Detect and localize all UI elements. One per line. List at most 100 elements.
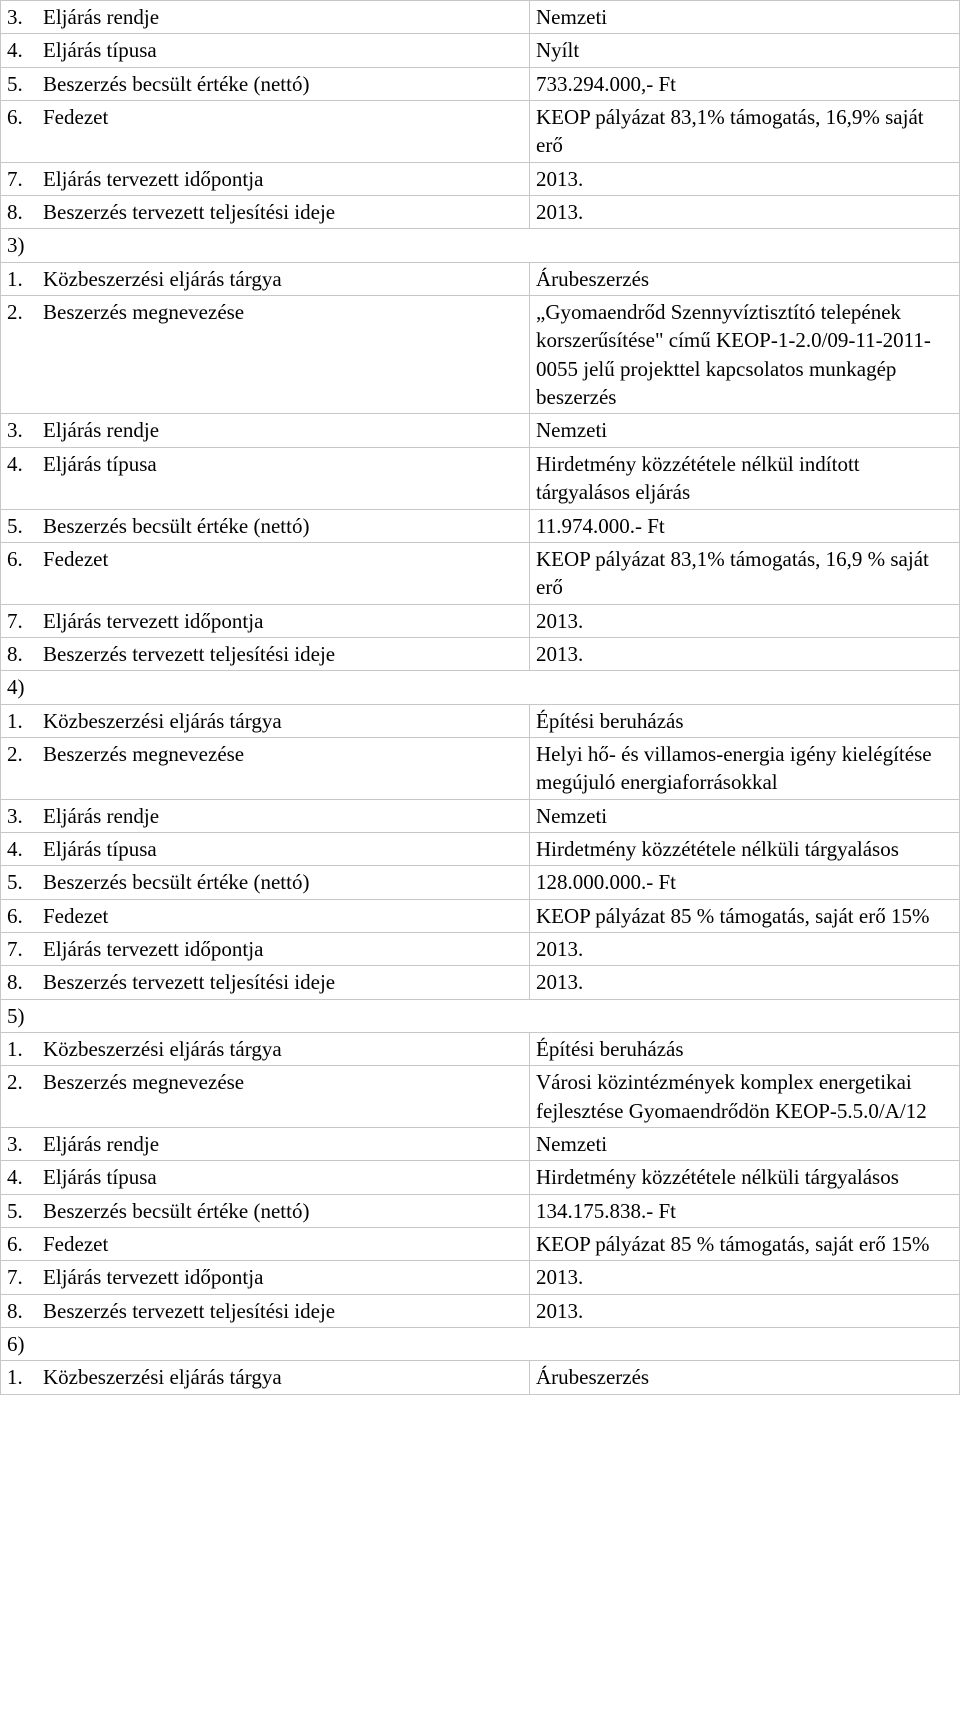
row-label: Fedezet bbox=[43, 101, 530, 163]
table-row: 2.Beszerzés megnevezéseVárosi közintézmé… bbox=[1, 1066, 960, 1128]
row-value: 2013. bbox=[530, 162, 960, 195]
row-label: Fedezet bbox=[43, 1228, 530, 1261]
row-value: 2013. bbox=[530, 966, 960, 999]
row-label: Beszerzés megnevezése bbox=[43, 737, 530, 799]
row-label: Beszerzés tervezett teljesítési ideje bbox=[43, 1294, 530, 1327]
row-value: KEOP pályázat 85 % támogatás, saját erő … bbox=[530, 899, 960, 932]
row-number: 3. bbox=[1, 1128, 44, 1161]
row-number: 3. bbox=[1, 1, 44, 34]
row-value: Nemzeti bbox=[530, 1128, 960, 1161]
section-header: 4) bbox=[1, 671, 960, 704]
row-label: Beszerzés becsült értéke (nettó) bbox=[43, 67, 530, 100]
table-row: 1.Közbeszerzési eljárás tárgyaÉpítési be… bbox=[1, 704, 960, 737]
row-value: 134.175.838.- Ft bbox=[530, 1194, 960, 1227]
table-row: 7.Eljárás tervezett időpontja2013. bbox=[1, 604, 960, 637]
row-value: Városi közintézmények komplex energetika… bbox=[530, 1066, 960, 1128]
row-value: Hirdetmény közzététele nélkül indított t… bbox=[530, 447, 960, 509]
row-label: Eljárás típusa bbox=[43, 34, 530, 67]
row-label: Beszerzés megnevezése bbox=[43, 296, 530, 414]
row-value: Nemzeti bbox=[530, 414, 960, 447]
table-row: 3.Eljárás rendjeNemzeti bbox=[1, 799, 960, 832]
table-row: 5.Beszerzés becsült értéke (nettó)11.974… bbox=[1, 509, 960, 542]
row-value: Építési beruházás bbox=[530, 1033, 960, 1066]
table-row: 4.Eljárás típusaHirdetmény közzététele n… bbox=[1, 832, 960, 865]
row-value: KEOP pályázat 83,1% támogatás, 16,9 % sa… bbox=[530, 542, 960, 604]
table-row: 3.Eljárás rendjeNemzeti bbox=[1, 1128, 960, 1161]
row-number: 8. bbox=[1, 637, 44, 670]
row-label: Közbeszerzési eljárás tárgya bbox=[43, 1361, 530, 1394]
row-label: Közbeszerzési eljárás tárgya bbox=[43, 1033, 530, 1066]
row-value: „Gyomaendrőd Szennyvíztisztító telepének… bbox=[530, 296, 960, 414]
row-value: 2013. bbox=[530, 196, 960, 229]
row-value: KEOP pályázat 83,1% támogatás, 16,9% saj… bbox=[530, 101, 960, 163]
row-number: 6. bbox=[1, 101, 44, 163]
row-number: 6. bbox=[1, 899, 44, 932]
table-row: 6.FedezetKEOP pályázat 83,1% támogatás, … bbox=[1, 542, 960, 604]
row-number: 7. bbox=[1, 932, 44, 965]
row-value: Helyi hő- és villamos-energia igény kiel… bbox=[530, 737, 960, 799]
table-row: 6.FedezetKEOP pályázat 85 % támogatás, s… bbox=[1, 899, 960, 932]
table-row: 2.Beszerzés megnevezéseHelyi hő- és vill… bbox=[1, 737, 960, 799]
row-value: Árubeszerzés bbox=[530, 262, 960, 295]
table-row: 8.Beszerzés tervezett teljesítési ideje2… bbox=[1, 1294, 960, 1327]
table-row: 6.FedezetKEOP pályázat 85 % támogatás, s… bbox=[1, 1228, 960, 1261]
row-value: Építési beruházás bbox=[530, 704, 960, 737]
section-header: 3) bbox=[1, 229, 960, 262]
row-number: 2. bbox=[1, 296, 44, 414]
row-value: Hirdetmény közzététele nélküli tárgyalás… bbox=[530, 1161, 960, 1194]
row-number: 4. bbox=[1, 832, 44, 865]
row-label: Közbeszerzési eljárás tárgya bbox=[43, 262, 530, 295]
row-label: Beszerzés becsült értéke (nettó) bbox=[43, 509, 530, 542]
section-header: 6) bbox=[1, 1328, 960, 1361]
row-label: Eljárás rendje bbox=[43, 414, 530, 447]
row-label: Beszerzés megnevezése bbox=[43, 1066, 530, 1128]
row-label: Eljárás típusa bbox=[43, 1161, 530, 1194]
row-value: KEOP pályázat 85 % támogatás, saját erő … bbox=[530, 1228, 960, 1261]
table-row: 4.Eljárás típusaHirdetmény közzététele n… bbox=[1, 1161, 960, 1194]
table-row: 7.Eljárás tervezett időpontja2013. bbox=[1, 932, 960, 965]
row-label: Eljárás rendje bbox=[43, 799, 530, 832]
row-number: 4. bbox=[1, 447, 44, 509]
row-number: 7. bbox=[1, 162, 44, 195]
row-label: Fedezet bbox=[43, 899, 530, 932]
row-number: 6. bbox=[1, 1228, 44, 1261]
row-value: Nemzeti bbox=[530, 1, 960, 34]
row-label: Beszerzés tervezett teljesítési ideje bbox=[43, 196, 530, 229]
row-number: 1. bbox=[1, 1033, 44, 1066]
row-value: 2013. bbox=[530, 1294, 960, 1327]
table-row: 7.Eljárás tervezett időpontja2013. bbox=[1, 162, 960, 195]
row-number: 8. bbox=[1, 1294, 44, 1327]
row-label: Beszerzés tervezett teljesítési ideje bbox=[43, 637, 530, 670]
row-value: Hirdetmény közzététele nélküli tárgyalás… bbox=[530, 832, 960, 865]
row-value: 11.974.000.- Ft bbox=[530, 509, 960, 542]
row-value: 128.000.000.- Ft bbox=[530, 866, 960, 899]
row-number: 8. bbox=[1, 966, 44, 999]
row-number: 5. bbox=[1, 866, 44, 899]
table-row: 2.Beszerzés megnevezése„Gyomaendrőd Szen… bbox=[1, 296, 960, 414]
row-label: Eljárás tervezett időpontja bbox=[43, 162, 530, 195]
row-label: Beszerzés becsült értéke (nettó) bbox=[43, 866, 530, 899]
table-row: 1.Közbeszerzési eljárás tárgyaÁrubeszerz… bbox=[1, 262, 960, 295]
row-value: 2013. bbox=[530, 604, 960, 637]
row-label: Beszerzés tervezett teljesítési ideje bbox=[43, 966, 530, 999]
row-number: 7. bbox=[1, 604, 44, 637]
table-row: 3.Eljárás rendjeNemzeti bbox=[1, 1, 960, 34]
row-number: 6. bbox=[1, 542, 44, 604]
row-number: 4. bbox=[1, 1161, 44, 1194]
table-row: 1.Közbeszerzési eljárás tárgyaÉpítési be… bbox=[1, 1033, 960, 1066]
table-row: 5.Beszerzés becsült értéke (nettó)128.00… bbox=[1, 866, 960, 899]
row-number: 3. bbox=[1, 414, 44, 447]
row-number: 1. bbox=[1, 1361, 44, 1394]
table-row: 8.Beszerzés tervezett teljesítési ideje2… bbox=[1, 637, 960, 670]
table-row: 6.FedezetKEOP pályázat 83,1% támogatás, … bbox=[1, 101, 960, 163]
row-label: Eljárás rendje bbox=[43, 1, 530, 34]
row-label: Eljárás típusa bbox=[43, 832, 530, 865]
table-row: 7.Eljárás tervezett időpontja2013. bbox=[1, 1261, 960, 1294]
row-value: Árubeszerzés bbox=[530, 1361, 960, 1394]
row-label: Eljárás tervezett időpontja bbox=[43, 604, 530, 637]
row-label: Eljárás típusa bbox=[43, 447, 530, 509]
row-number: 4. bbox=[1, 34, 44, 67]
row-number: 1. bbox=[1, 704, 44, 737]
row-number: 3. bbox=[1, 799, 44, 832]
section-header: 5) bbox=[1, 999, 960, 1032]
